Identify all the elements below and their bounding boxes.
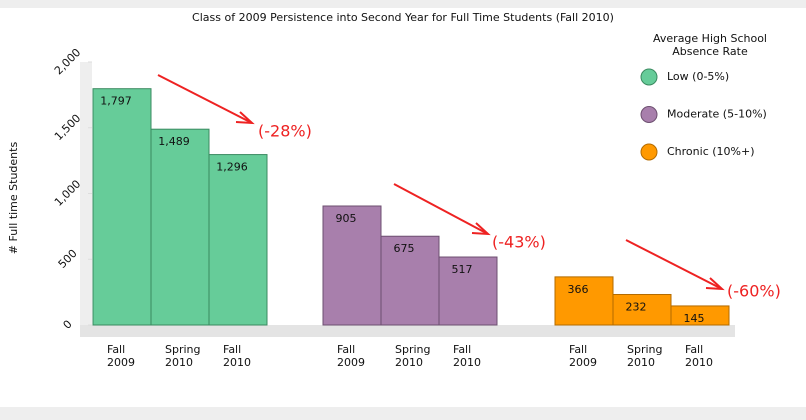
data-label: 1,489 <box>158 135 190 148</box>
bar <box>612 293 672 326</box>
arrows <box>157 74 725 291</box>
y-tick-label: 0 <box>61 318 75 332</box>
bar <box>322 205 382 326</box>
y-tick-label: 2,000 <box>52 46 83 77</box>
annotation: (-43%) <box>492 233 546 252</box>
x-tick-label: Spring 2010 <box>395 343 431 369</box>
legend-label: Chronic (10%+) <box>667 145 754 158</box>
x-tick-label: Fall 2009 <box>107 343 135 369</box>
data-label: 1,797 <box>100 95 132 108</box>
x-tick-label: Fall 2010 <box>223 343 251 369</box>
bar <box>208 154 268 326</box>
legend-label: Moderate (5-10%) <box>667 108 767 121</box>
bar <box>380 235 440 326</box>
top-band <box>0 0 806 8</box>
legend-label: Low (0-5%) <box>667 70 729 83</box>
x-tick-label: Fall 2010 <box>453 343 481 369</box>
annotation: (-60%) <box>727 282 781 301</box>
bar <box>670 305 730 326</box>
x-tick-label: Spring 2010 <box>627 343 663 369</box>
legend-swatch <box>640 106 658 123</box>
legend-title: Average High School Absence Rate <box>653 32 767 58</box>
data-label: 905 <box>336 212 357 225</box>
data-label: 232 <box>626 300 647 313</box>
bar <box>554 276 614 326</box>
x-tick-label: Fall 2010 <box>685 343 713 369</box>
legend-swatch <box>640 143 658 161</box>
bar <box>92 88 152 326</box>
y-axis-label: # Full time Students <box>7 142 20 255</box>
legend-swatch <box>640 68 658 86</box>
x-tick-label: Fall 2009 <box>569 343 597 369</box>
bar <box>438 256 498 326</box>
y-tick-label: 1,000 <box>52 177 83 208</box>
data-label: 1,296 <box>216 161 248 174</box>
x-tick-label: Fall 2009 <box>337 343 365 369</box>
data-label: 517 <box>452 263 473 276</box>
data-label: 366 <box>568 283 589 296</box>
floor <box>80 325 735 337</box>
bar <box>150 128 210 326</box>
y-tick-label: 500 <box>56 247 80 271</box>
chart-title: Class of 2009 Persistence into Second Ye… <box>192 11 614 24</box>
y-tick-label: 1,500 <box>52 112 83 143</box>
x-tick-label: Spring 2010 <box>165 343 201 369</box>
bottom-band <box>0 407 806 420</box>
data-label: 675 <box>394 242 415 255</box>
data-label: 145 <box>684 312 705 325</box>
annotation: (-28%) <box>258 122 312 141</box>
